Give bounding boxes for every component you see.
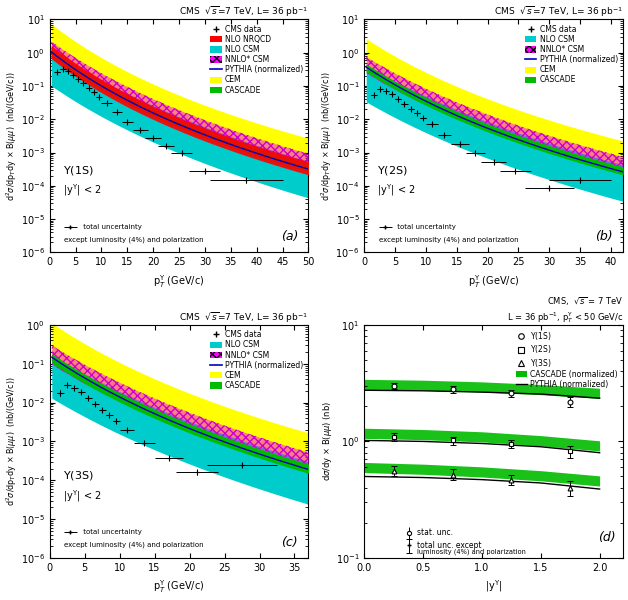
Text: |y$^{\Upsilon}$| < 2: |y$^{\Upsilon}$| < 2	[63, 488, 101, 504]
Legend: CMS data, NLO NRQCD, NLO CSM, NNLO* CSM, PYTHIA (normalized), CEM, CASCADE: CMS data, NLO NRQCD, NLO CSM, NNLO* CSM,…	[209, 23, 305, 96]
Legend: CMS data, NLO CSM, NNLO* CSM, PYTHIA (normalized), CEM, CASCADE: CMS data, NLO CSM, NNLO* CSM, PYTHIA (no…	[209, 329, 305, 392]
Text: |y$^{\Upsilon}$| < 2: |y$^{\Upsilon}$| < 2	[63, 182, 101, 198]
Y-axis label: d$^{2}\sigma$/dp$_{T}$dy $\times$ B($\mu\mu$)  (nb/(GeV/c)): d$^{2}\sigma$/dp$_{T}$dy $\times$ B($\mu…	[320, 71, 334, 200]
X-axis label: |y$^{\Upsilon}$|: |y$^{\Upsilon}$|	[485, 578, 502, 594]
Text: total unc. except: total unc. except	[417, 541, 482, 550]
Text: $\Upsilon$(2S): $\Upsilon$(2S)	[377, 164, 408, 177]
X-axis label: p$_{T}^{\Upsilon}$ (GeV/c): p$_{T}^{\Upsilon}$ (GeV/c)	[468, 273, 519, 290]
Text: (a): (a)	[281, 230, 298, 243]
Legend: CMS data, NLO CSM, NNLO* CSM, PYTHIA (normalized), CEM, CASCADE: CMS data, NLO CSM, NNLO* CSM, PYTHIA (no…	[524, 23, 619, 86]
Text: CMS  $\sqrt{s}$=7 TeV, L= 36 pb$^{-1}$: CMS $\sqrt{s}$=7 TeV, L= 36 pb$^{-1}$	[179, 310, 308, 325]
Y-axis label: d$^{2}\sigma$/dp$_{T}$dy $\times$ B($\mu\mu$)  (nb/(GeV/c)): d$^{2}\sigma$/dp$_{T}$dy $\times$ B($\mu…	[5, 71, 19, 200]
Text: CMS,  $\sqrt{s}$ = 7 TeV
L = 36 pb$^{-1}$, p$_{T}^{\Upsilon}$ < 50 GeV/c: CMS, $\sqrt{s}$ = 7 TeV L = 36 pb$^{-1}$…	[507, 295, 623, 325]
Y-axis label: d$^{2}\sigma$/dp$_{T}$dy $\times$ B($\mu\mu$)  (nb/(GeV/c)): d$^{2}\sigma$/dp$_{T}$dy $\times$ B($\mu…	[5, 377, 19, 506]
Text: CMS  $\sqrt{s}$=7 TeV, L= 36 pb$^{-1}$: CMS $\sqrt{s}$=7 TeV, L= 36 pb$^{-1}$	[494, 5, 623, 19]
Text: except luminosity (4%) and polarization: except luminosity (4%) and polarization	[64, 236, 203, 243]
Text: $\Upsilon$(3S): $\Upsilon$(3S)	[63, 469, 94, 482]
Text: (b): (b)	[595, 230, 613, 243]
Y-axis label: d$\sigma$/dy $\times$ B($\mu\mu$) (nb): d$\sigma$/dy $\times$ B($\mu\mu$) (nb)	[322, 401, 334, 481]
Text: except luminosity (4%) and polarization: except luminosity (4%) and polarization	[379, 236, 518, 243]
Text: luminosity (4%) and polarization: luminosity (4%) and polarization	[417, 549, 526, 556]
X-axis label: p$_{T}^{\Upsilon}$ (GeV/c): p$_{T}^{\Upsilon}$ (GeV/c)	[153, 273, 205, 290]
Text: total uncertainty: total uncertainty	[81, 224, 142, 230]
Text: $\Upsilon$(1S): $\Upsilon$(1S)	[63, 164, 94, 177]
Text: stat. unc.: stat. unc.	[417, 528, 453, 537]
Text: CMS  $\sqrt{s}$=7 TeV, L= 36 pb$^{-1}$: CMS $\sqrt{s}$=7 TeV, L= 36 pb$^{-1}$	[179, 5, 308, 19]
Text: total uncertainty: total uncertainty	[396, 224, 457, 230]
Text: total uncertainty: total uncertainty	[81, 529, 142, 535]
Text: |y$^{\Upsilon}$| < 2: |y$^{\Upsilon}$| < 2	[377, 182, 416, 198]
X-axis label: p$_{T}^{\Upsilon}$ (GeV/c): p$_{T}^{\Upsilon}$ (GeV/c)	[153, 578, 205, 595]
Legend: $\Upsilon$(1S), $\Upsilon$(2S), $\Upsilon$(3S), CASCADE (normalized), PYTHIA (no: $\Upsilon$(1S), $\Upsilon$(2S), $\Upsilo…	[514, 329, 619, 391]
Text: (d): (d)	[598, 531, 615, 544]
Text: except luminosity (4%) and polarization: except luminosity (4%) and polarization	[64, 542, 203, 548]
Text: (c): (c)	[281, 536, 298, 548]
